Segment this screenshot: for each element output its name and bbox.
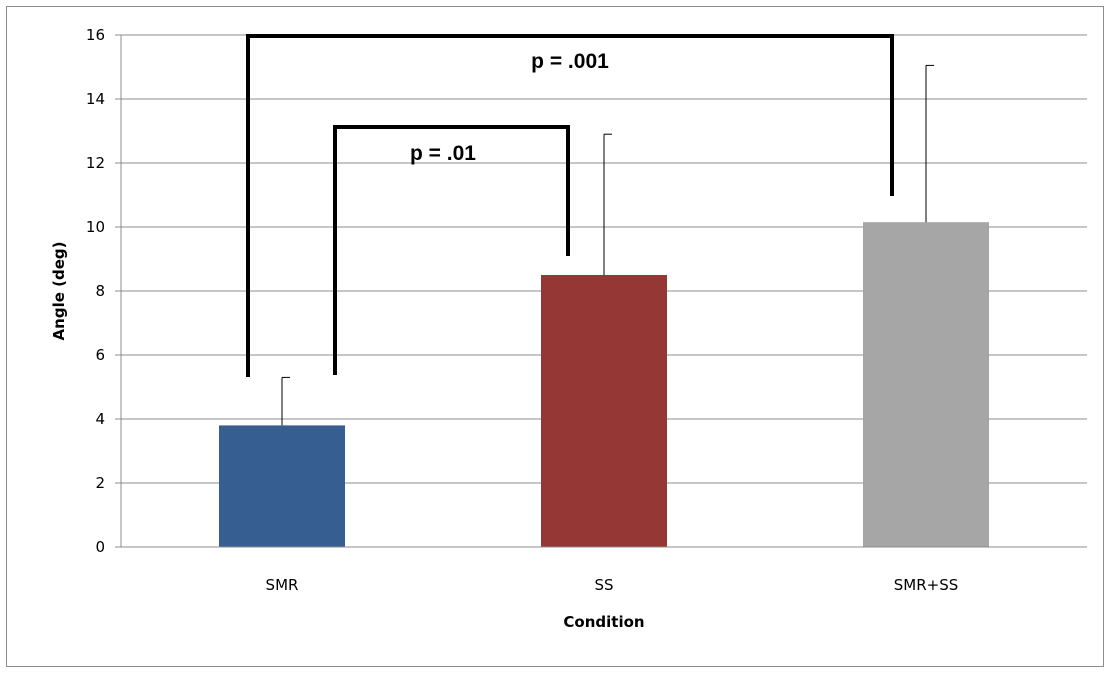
bar-ss	[541, 275, 667, 547]
x-axis-title: Condition	[563, 613, 644, 631]
error-bars	[281, 64, 934, 426]
bar-smr-ss	[863, 222, 989, 547]
y-tick-label: 10	[86, 218, 105, 236]
x-category-label: SMR+SS	[894, 576, 959, 594]
y-tick-label: 8	[95, 282, 105, 300]
bracket-smr-smrss	[246, 34, 894, 377]
y-tick-label: 14	[86, 90, 105, 108]
y-tick-label: 0	[95, 538, 105, 556]
x-category-label: SS	[594, 576, 613, 594]
significance-brackets	[246, 34, 894, 377]
y-axis-title: Angle (deg)	[50, 242, 68, 341]
x-category-label: SMR	[266, 576, 299, 594]
significance-label-smr-smrss: p = .001	[531, 50, 609, 73]
bars	[219, 222, 989, 547]
bar-smr	[219, 425, 345, 547]
bracket-smr-ss	[333, 125, 570, 375]
significance-label-smr-ss: p = .01	[410, 142, 476, 165]
y-tick-label: 2	[95, 474, 105, 492]
y-tick-label: 4	[95, 410, 105, 428]
axes: 0 2 4 6 8 10 12 14 16 SMR SS SMR+SS	[86, 26, 1087, 594]
y-tick-label: 16	[86, 26, 105, 44]
y-tick-label: 12	[86, 154, 105, 172]
y-tick-label: 6	[95, 346, 105, 364]
